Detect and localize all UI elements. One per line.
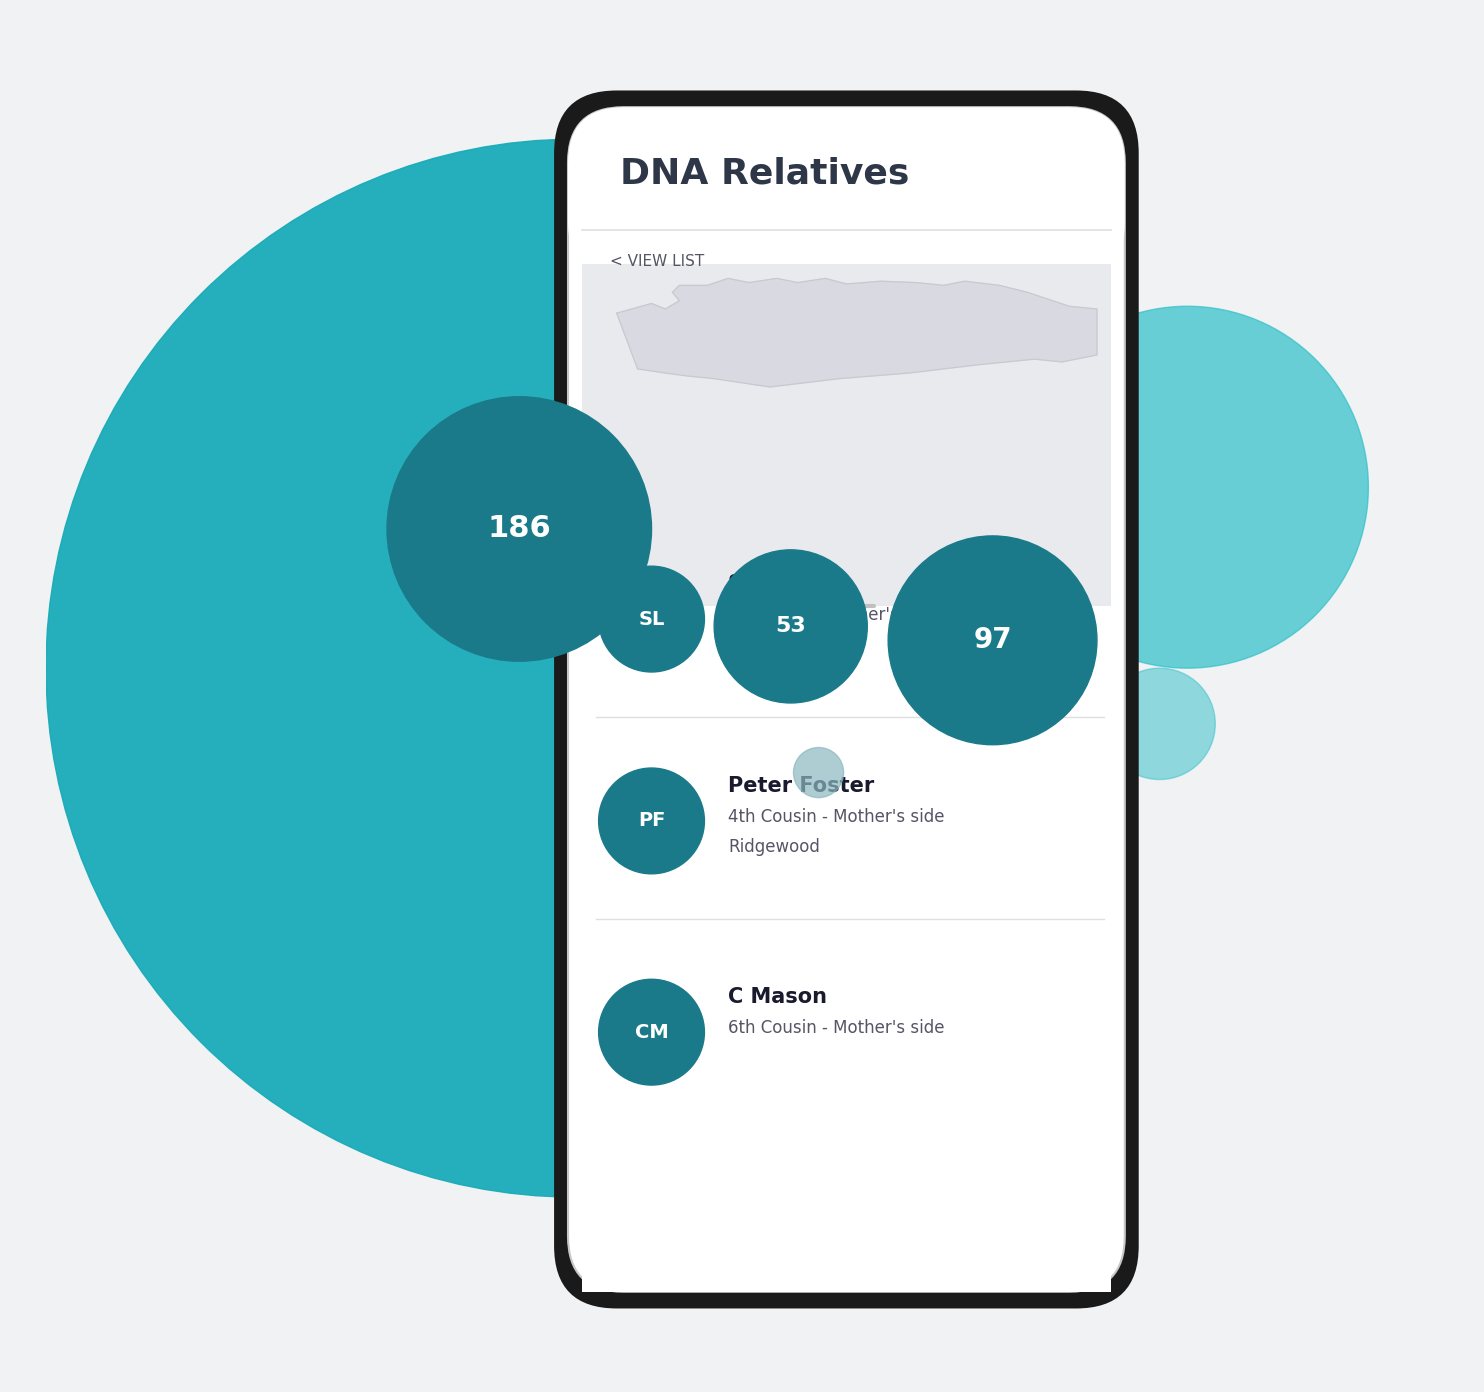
Circle shape <box>794 748 843 798</box>
Circle shape <box>887 536 1097 745</box>
Text: 4th Cousin - Father's side: 4th Cousin - Father's side <box>729 606 938 624</box>
FancyBboxPatch shape <box>568 107 1125 278</box>
Text: 186: 186 <box>487 515 551 543</box>
Circle shape <box>1006 306 1368 668</box>
Text: C Mason: C Mason <box>729 987 827 1008</box>
Text: Sarah Li: Sarah Li <box>729 575 824 594</box>
Polygon shape <box>617 278 1097 387</box>
Circle shape <box>387 397 651 661</box>
Text: 53: 53 <box>775 617 806 636</box>
Text: CM: CM <box>635 1023 668 1041</box>
Text: DNA Relatives: DNA Relatives <box>619 157 908 191</box>
Text: Ridgewood: Ridgewood <box>729 838 821 856</box>
Circle shape <box>598 567 705 672</box>
FancyBboxPatch shape <box>582 610 1112 1292</box>
Text: Albany: Albany <box>729 636 785 654</box>
FancyBboxPatch shape <box>582 264 1112 606</box>
FancyBboxPatch shape <box>568 107 1125 1292</box>
Circle shape <box>598 980 705 1086</box>
Circle shape <box>598 768 705 874</box>
Text: 6th Cousin - Mother's side: 6th Cousin - Mother's side <box>729 1019 945 1037</box>
FancyBboxPatch shape <box>554 90 1138 1308</box>
Circle shape <box>1104 668 1215 780</box>
Text: 97: 97 <box>974 626 1012 654</box>
Text: PF: PF <box>638 812 665 831</box>
Circle shape <box>714 550 867 703</box>
Text: < VIEW LIST: < VIEW LIST <box>610 255 703 269</box>
Text: SL: SL <box>638 610 665 629</box>
Text: 4th Cousin - Mother's side: 4th Cousin - Mother's side <box>729 807 945 825</box>
Circle shape <box>46 139 1104 1197</box>
Text: Peter Foster: Peter Foster <box>729 777 874 796</box>
